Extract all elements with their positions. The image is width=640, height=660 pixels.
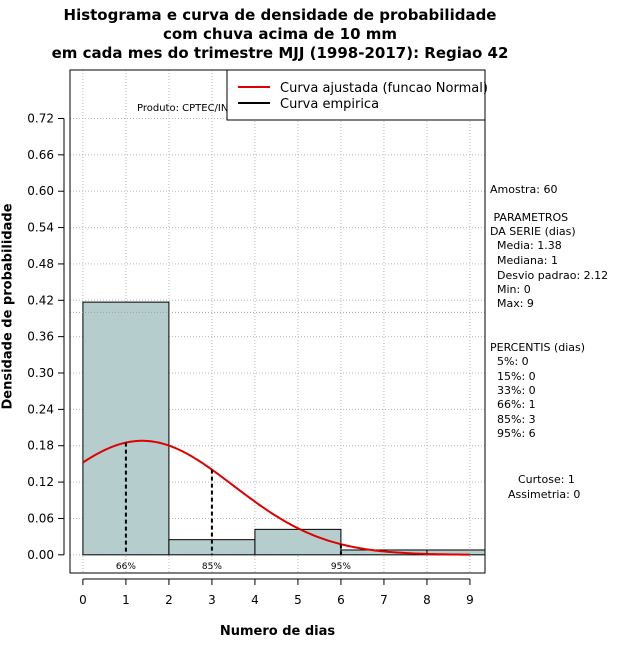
- y-tick-label: 0.12: [27, 475, 54, 489]
- title-line-2: com chuva acima de 10 mm: [162, 25, 398, 43]
- x-tick-label: 4: [251, 593, 259, 607]
- y-tick-label: 0.48: [27, 257, 54, 271]
- x-axis: 0 1 2 3 4 5 6 7 8 9: [79, 578, 474, 607]
- x-tick-label: 2: [165, 593, 173, 607]
- x-tick-label: 0: [79, 593, 87, 607]
- y-tick-label: 0.72: [27, 111, 54, 125]
- title-line-3: em cada mes do trimestre MJJ (1998-2017)…: [51, 44, 509, 62]
- param-median: Mediana: 1: [490, 254, 558, 267]
- sample-size: Amostra: 60: [490, 183, 558, 196]
- x-tick-label: 3: [208, 593, 216, 607]
- param-max: Max: 9: [490, 297, 534, 310]
- kurtosis: Curtose: 1: [518, 473, 575, 486]
- percentiles-title: PERCENTIS (dias): [490, 341, 586, 354]
- legend-fitted-label: Curva ajustada (funcao Normal): [280, 81, 488, 96]
- pct-95: 95%: 6: [490, 427, 536, 440]
- product-label: Produto: CPTEC/INPE: [137, 103, 241, 114]
- y-tick-label: 0.66: [27, 148, 54, 162]
- y-tick-label: 0.18: [27, 439, 54, 453]
- normal-curve: [82, 439, 470, 556]
- x-tick-label: 6: [337, 593, 345, 607]
- chart-title: Histograma e curva de densidade de proba…: [0, 6, 560, 63]
- percentile-markers: 66% 85% 95%: [116, 442, 351, 572]
- legend: Curva ajustada (funcao Normal) Curva emp…: [226, 69, 488, 121]
- x-tick-label: 7: [380, 593, 388, 607]
- y-tick-label: 0.54: [27, 221, 54, 235]
- histogram-bar: [254, 528, 342, 556]
- title-line-1: Histograma e curva de densidade de proba…: [63, 6, 497, 24]
- pct-33: 33%: 0: [490, 384, 536, 397]
- params-title-2: DA SERIE (dias): [490, 225, 576, 238]
- y-tick-label: 0.60: [27, 184, 54, 198]
- y-tick-label: 0.00: [27, 548, 54, 562]
- param-mean: Media: 1.38: [490, 239, 562, 252]
- legend-empirical-label: Curva empirica: [280, 97, 379, 112]
- pct-85: 85%: 3: [490, 413, 536, 426]
- x-tick-label: 1: [122, 593, 130, 607]
- params-title-1: PARAMETROS: [490, 211, 569, 224]
- pct-15: 15%: 0: [490, 370, 536, 383]
- x-tick-label: 5: [294, 593, 302, 607]
- y-tick-label: 0.30: [27, 366, 54, 380]
- y-tick-label: 0.42: [27, 293, 54, 307]
- param-sd: Desvio padrao: 2.12: [490, 269, 609, 282]
- x-tick-label: 9: [466, 593, 474, 607]
- normal-curve-line: [82, 439, 470, 556]
- y-tick-label: 0.24: [27, 402, 54, 416]
- histogram-bar: [82, 301, 170, 556]
- legend-box: [226, 69, 486, 121]
- percentile-marker-label: 95%: [331, 562, 351, 572]
- y-tick-label: 0.06: [27, 511, 54, 525]
- x-tick-label: 8: [423, 593, 431, 607]
- pct-5: 5%: 0: [490, 355, 529, 368]
- pct-66: 66%: 1: [490, 398, 536, 411]
- param-min: Min: 0: [490, 283, 531, 296]
- y-axis-label: Densidade de probabilidade: [0, 203, 16, 410]
- y-tick-label: 0.36: [27, 330, 54, 344]
- percentile-marker-label: 66%: [116, 562, 136, 572]
- percentile-marker-label: 85%: [202, 562, 222, 572]
- histogram-bars: [82, 301, 486, 556]
- y-axis: 0.00 0.06 0.12 0.18 0.24 0.30 0.36 0.42 0.48 0.54…: [27, 111, 65, 562]
- x-axis-label: Numero de dias: [219, 624, 336, 639]
- skewness: Assimetria: 0: [508, 488, 581, 501]
